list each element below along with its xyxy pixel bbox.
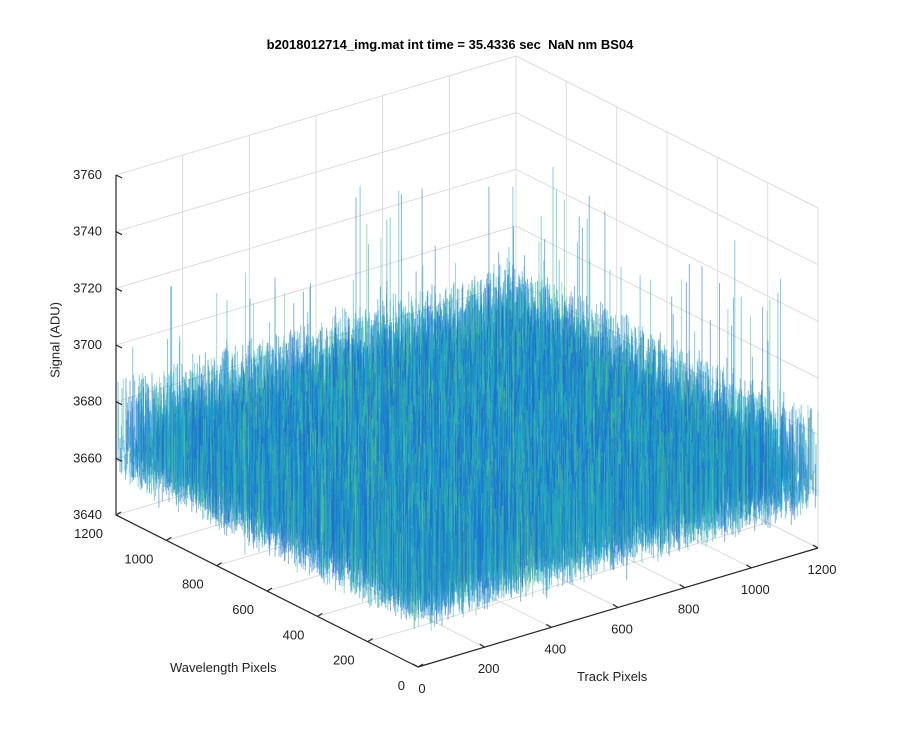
wall-gridline — [115, 168, 517, 289]
wall-gridline — [515, 55, 819, 209]
wall-gridline — [115, 225, 517, 346]
wall-gridline — [115, 55, 517, 176]
wall-gridline — [115, 112, 517, 233]
wall-gridline — [515, 112, 819, 266]
wall-gridline — [515, 168, 819, 322]
chart-title: b2018012714_img.mat int time = 35.4336 s… — [0, 37, 900, 52]
surface-plot — [115, 167, 819, 631]
